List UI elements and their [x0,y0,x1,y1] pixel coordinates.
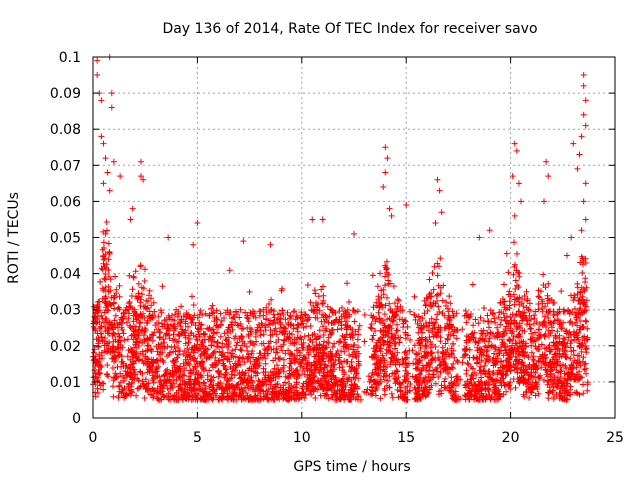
data-point [582,122,589,129]
data-point [386,205,393,212]
data-point [574,165,581,172]
y-tick-label: 0 [72,411,81,427]
data-point [351,230,357,237]
data-point [511,140,518,147]
data-point [108,104,115,111]
y-tick-label: 0.03 [50,303,81,319]
data-point [100,140,107,147]
data-point [108,90,115,97]
x-tick-label: 5 [193,430,202,446]
data-point [576,151,583,158]
data-point [240,238,247,245]
data-point [541,198,548,205]
data-point [578,133,585,140]
data-point [486,227,493,234]
data-point [545,173,552,180]
data-point [582,97,589,104]
data-point [563,252,570,259]
data-point [515,180,522,187]
data-point [438,209,445,216]
data-point [578,227,585,234]
data-point [110,158,117,165]
data-point [190,241,197,248]
data-point [580,82,587,89]
data-point [382,144,389,151]
y-tick-label: 0.08 [50,122,81,138]
data-point [117,173,124,180]
y-tick-label: 0.1 [59,50,81,66]
chart-title: Day 136 of 2014, Rate Of TEC Index for r… [162,21,537,37]
data-point [309,216,316,223]
data-point [543,158,550,165]
data-point [106,187,113,194]
data-point [380,183,387,190]
y-tick-label: 0.04 [50,267,81,283]
data-point [434,176,441,183]
data-point [388,212,395,219]
roti-point-cloud [90,219,591,403]
data-point [165,234,172,241]
y-tick-label: 0.01 [50,375,81,391]
y-axis-label: ROTI / TECUs [6,192,22,284]
data-point [511,212,518,219]
data-point [580,72,587,79]
data-point [432,220,439,227]
data-point [580,111,587,118]
data-point [267,241,274,248]
y-tick-label: 0.02 [50,339,81,355]
data-point [129,205,136,212]
x-tick-label: 10 [293,430,311,446]
data-point [476,234,483,241]
data-point [140,176,147,183]
y-axis: 0 0.01 0.02 0.03 0.04 0.05 0.06 0.07 0.08 0.09 0.1 [50,50,615,427]
x-axis-label: GPS time / hours [293,459,410,475]
data-point [382,169,389,176]
x-tick-label: 25 [606,430,624,446]
y-tick-label: 0.06 [50,194,81,210]
data-point [94,72,101,79]
data-point [518,198,525,205]
data-point [513,147,520,154]
data-point [100,180,107,187]
data-point [127,216,134,223]
data-point [138,158,145,165]
x-axis: 0 5 10 15 20 25 [89,57,624,446]
x-tick-label: 15 [397,430,415,446]
data-point [582,180,589,187]
data-point [138,173,145,180]
data-point [98,133,105,140]
data-point [568,234,575,241]
data-point [384,155,391,162]
x-tick-label: 20 [502,430,520,446]
x-tick-label: 0 [89,430,98,446]
data-point [570,140,577,147]
data-points [90,54,591,403]
data-point [194,220,201,227]
data-point [94,57,101,64]
data-point [102,155,109,162]
data-point [98,97,105,104]
y-tick-label: 0.07 [50,158,81,174]
data-point [509,173,516,180]
data-point [436,187,443,194]
data-point [319,216,326,223]
data-point [403,202,410,209]
data-point [580,198,587,205]
data-point [104,169,111,176]
y-tick-label: 0.09 [50,86,81,102]
y-tick-label: 0.05 [50,231,81,247]
data-point [582,216,589,223]
